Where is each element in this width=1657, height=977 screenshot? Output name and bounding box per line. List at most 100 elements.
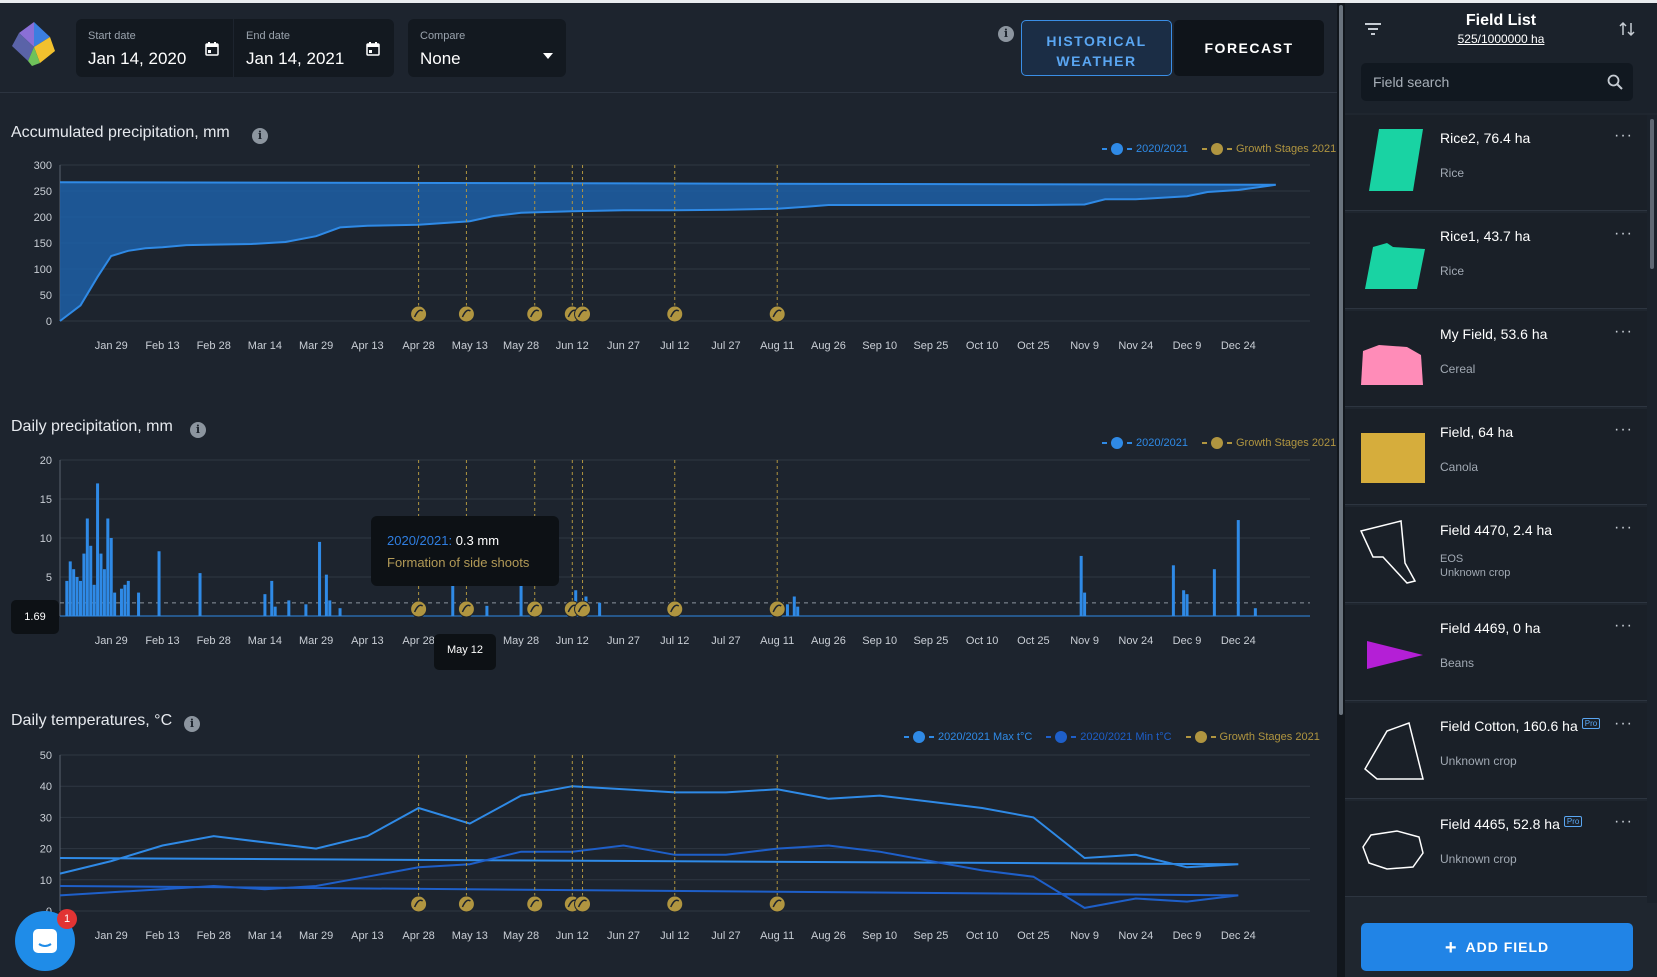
field-item-4465[interactable]: Field 4465, 52.8 ha Pro Unknown crop ··· [1345,801,1647,897]
chart-tooltip: 2020/2021: 0.3 mm Formation of side shoo… [371,516,559,586]
field-shape-fill [1365,243,1425,289]
leaf-icon [461,899,471,908]
more-options-icon[interactable]: ··· [1614,519,1633,536]
precip-bar [318,541,322,616]
legend-item-growth[interactable]: Growth Stages 2021 [1202,437,1336,449]
x-tick-label: May 28 [503,340,539,352]
y-tick-label: 10 [40,533,52,545]
field-search-box[interactable] [1361,63,1633,101]
more-options-icon[interactable]: ··· [1614,813,1633,830]
precip-bar [785,604,789,616]
growth-stage-marker-icon [526,895,544,913]
x-tick-label: Sep 25 [913,635,948,647]
field-item-rice2[interactable]: Rice2, 76.4 ha Rice ··· [1345,115,1647,211]
x-tick-label: Jan 29 [95,340,128,352]
more-options-icon[interactable]: ··· [1614,225,1633,242]
x-tick-label: Dec 9 [1173,340,1202,352]
field-item-rice1[interactable]: Rice1, 43.7 ha Rice ··· [1345,213,1647,309]
growth-stage-marker-icon [526,305,544,323]
field-item-4470[interactable]: Field 4470, 2.4 ha EOS Unknown crop ··· [1345,507,1647,603]
x-tick-label: Apr 13 [351,635,383,647]
search-icon[interactable] [1607,74,1623,90]
x-tick-label: May 13 [452,930,488,942]
calendar-icon[interactable] [366,42,380,56]
chart-legend: 2020/2021 Growth Stages 2021 [1088,143,1336,155]
compare-select[interactable]: Compare None [408,19,566,77]
legend-item-min[interactable]: 2020/2021 Min t°C [1046,731,1172,743]
y-tick-label: 20 [40,844,52,856]
more-options-icon[interactable]: ··· [1614,323,1633,340]
more-options-icon[interactable]: ··· [1614,617,1633,634]
tooltip-value: 0.3 mm [455,533,500,548]
chat-launcher-button[interactable]: 1 [15,909,77,971]
area-count-link[interactable]: 525/1000000 ha [1457,32,1545,46]
legend-item-series[interactable]: 2020/2021 [1102,437,1188,449]
x-tick-label: Apr 28 [402,930,434,942]
x-tick-label: Nov 24 [1118,340,1153,352]
leaf-icon [670,309,680,318]
field-search-input[interactable] [1361,63,1601,101]
end-date-label: End date [246,30,291,42]
field-shape-icon [1369,129,1423,191]
field-name: Rice2, 76.4 ha [1440,130,1531,146]
precip-bar [263,594,267,616]
field-item-4469[interactable]: Field 4469, 0 ha Beans ··· [1345,605,1647,701]
field-item-cotton[interactable]: Field Cotton, 160.6 ha Pro Unknown crop ·… [1345,703,1647,799]
info-icon[interactable]: i [190,422,206,438]
add-field-button[interactable]: + ADD FIELD [1361,923,1633,971]
growth-stage-marker-icon [457,305,475,323]
x-tick-label: Feb 28 [197,340,231,352]
growth-stage-marker-icon [410,895,428,913]
y-tick-label: 50 [40,750,52,762]
historical-weather-button[interactable]: HISTORICAL WEATHER [1021,20,1172,76]
growth-stage-marker-icon [666,895,684,913]
sort-icon[interactable] [1619,21,1635,37]
info-icon[interactable]: i [998,26,1014,42]
leaf-icon [670,604,680,613]
precip-bar [792,596,796,616]
field-crop: Cereal [1440,362,1476,376]
y-tick-label: 100 [34,264,52,276]
field-item-my-field[interactable]: My Field, 53.6 ha Cereal ··· [1345,311,1647,407]
forecast-button[interactable]: FORECAST [1174,20,1324,76]
legend-item-max[interactable]: 2020/2021 Max t°C [904,731,1032,743]
legend-item-growth[interactable]: Growth Stages 2021 [1202,143,1336,155]
precip-bar [82,553,86,616]
filter-icon[interactable] [1365,23,1381,35]
app-logo-icon[interactable] [10,21,56,67]
y-tick-label: 20 [40,455,52,467]
field-item-field[interactable]: Field, 64 ha Canola ··· [1345,409,1647,505]
legend-label: 2020/2021 [1136,437,1188,449]
scrollbar-thumb[interactable] [1650,119,1654,269]
legend-item-series[interactable]: 2020/2021 [1102,143,1188,155]
leaf-icon [413,899,424,908]
calendar-icon[interactable] [205,42,219,56]
info-icon[interactable]: i [252,128,268,144]
legend-item-growth[interactable]: Growth Stages 2021 [1185,731,1320,743]
end-date-field[interactable]: End date Jan 14, 2021 [234,19,394,77]
field-shape-fill [1361,345,1423,385]
field-name: Field 4465, 52.8 ha Pro [1440,816,1583,832]
precip-bar [65,580,69,616]
y-tick-label: 300 [34,160,52,172]
precip-bar [287,600,291,616]
info-icon[interactable]: i [184,716,200,732]
x-tick-label: Sep 25 [913,340,948,352]
growth-stage-marker-icon [410,305,428,323]
more-options-icon[interactable]: ··· [1614,127,1633,144]
precip-bar [270,580,274,616]
more-options-icon[interactable]: ··· [1614,421,1633,438]
scrollbar-thumb[interactable] [1339,5,1343,715]
precip-bar [99,553,103,616]
sidebar-scrollbar[interactable] [1647,115,1657,903]
leaf-icon [577,899,587,908]
more-options-icon[interactable]: ··· [1614,715,1633,732]
main-scrollbar[interactable] [1337,3,1345,977]
precip-bar [72,569,76,616]
precip-bar [126,580,130,616]
accumulated-precipitation-chart[interactable]: 0 50 100 150 200 250 300 Jan 29 Feb 13 Feb 28 Mar … [0,153,1337,368]
start-date-field[interactable]: Start date Jan 14, 2020 [76,19,233,77]
x-tick-label: May 28 [503,635,539,647]
